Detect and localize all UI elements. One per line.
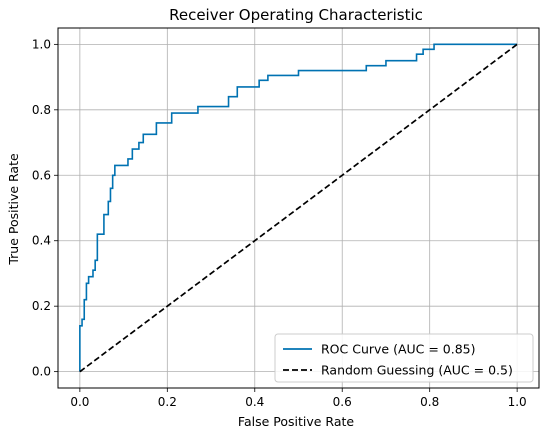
legend-label: ROC Curve (AUC = 0.85) [321,342,476,357]
x-tick-label: 0.6 [333,395,352,409]
chart-title: Receiver Operating Characteristic [169,6,423,24]
y-axis-label: True Positive Rate [6,153,21,266]
y-tick-label: 0.2 [32,299,51,313]
x-tick-label: 1.0 [508,395,527,409]
x-tick-label: 0.2 [158,395,177,409]
ticks: 0.0 0.2 0.4 0.6 0.8 1.0 0.0 0.2 0.4 0.6 0.8 1.0 [32,37,527,409]
y-tick-label: 0.0 [32,365,51,379]
x-tick-label: 0.4 [245,395,264,409]
roc-curve-line [79,43,518,372]
y-tick-label: 0.6 [32,168,51,182]
x-tick-label: 0.8 [420,395,439,409]
y-tick-label: 0.8 [32,103,51,117]
x-axis-label: False Positive Rate [238,414,354,429]
grid [58,28,539,388]
plot-frame [57,27,540,389]
series-layer [79,43,518,373]
legend: ROC Curve (AUC = 0.85) Random Guessing (A… [274,333,534,383]
x-tick-label: 0.0 [70,395,89,409]
legend-box [274,333,534,383]
random-guessing-line [79,43,518,373]
legend-label: Random Guessing (AUC = 0.5) [321,363,513,378]
y-tick-label: 1.0 [32,37,51,51]
y-tick-label: 0.4 [32,234,51,248]
